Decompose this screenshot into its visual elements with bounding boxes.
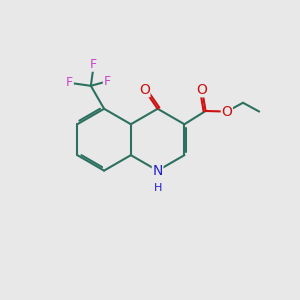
Text: N: N	[152, 164, 163, 178]
Text: F: F	[103, 75, 111, 88]
Text: F: F	[90, 58, 97, 71]
Text: O: O	[196, 83, 208, 97]
Text: O: O	[139, 82, 150, 97]
Text: H: H	[153, 183, 162, 193]
Text: F: F	[66, 76, 73, 89]
Text: O: O	[221, 105, 232, 118]
